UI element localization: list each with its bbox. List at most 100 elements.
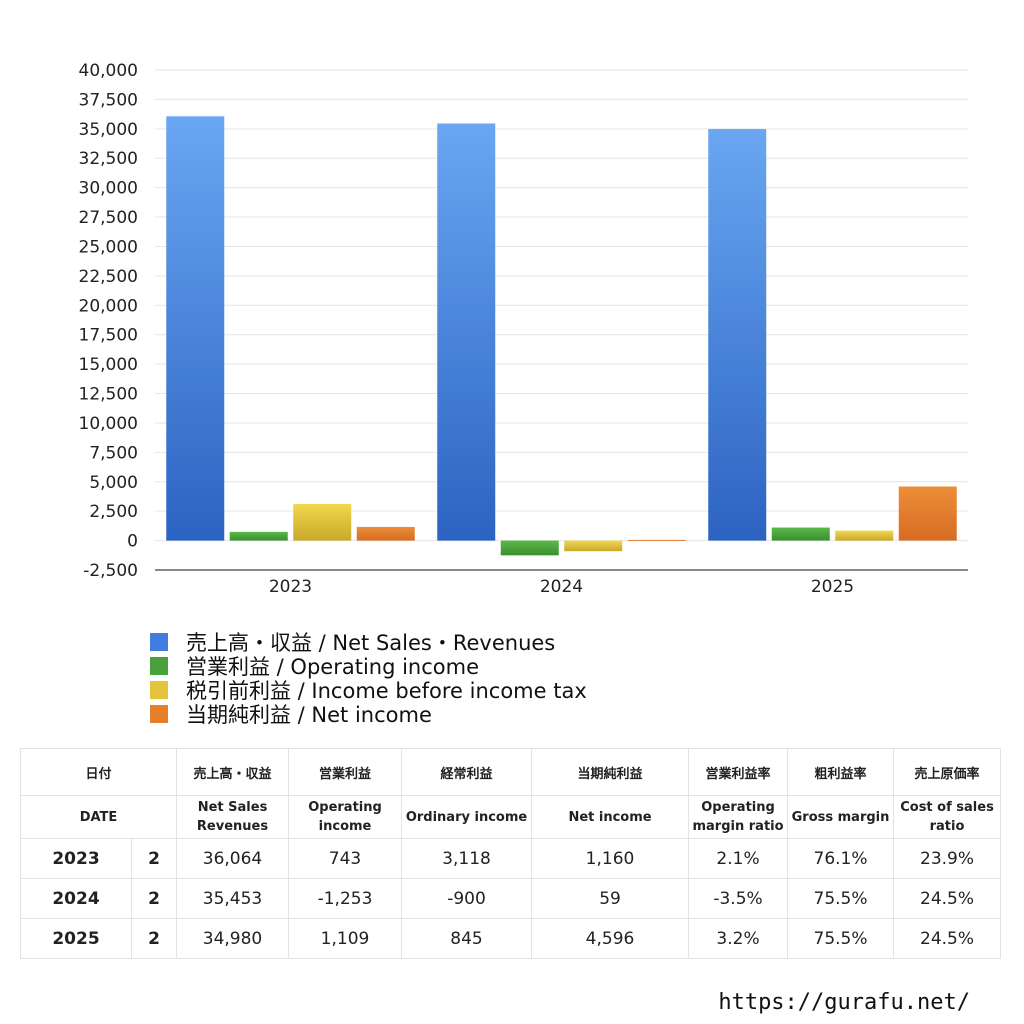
site-url: https://gurafu.net/ bbox=[718, 990, 970, 1015]
legend-label: 営業利益 / Operating income bbox=[186, 655, 480, 679]
cell-sales: 35,453 bbox=[176, 878, 290, 919]
header-ordinary-en: Ordinary income bbox=[401, 795, 533, 839]
header-operating-en: Operating income bbox=[288, 795, 403, 839]
y-tick-label: 30,000 bbox=[79, 179, 138, 199]
y-tick-label: 25,000 bbox=[79, 237, 138, 257]
table-row: 2023 2 36,064 743 3,118 1,160 2.1% 76.1%… bbox=[20, 838, 1002, 879]
y-tick-label: 5,000 bbox=[89, 473, 138, 493]
header-net-jp: 当期純利益 bbox=[531, 748, 690, 796]
x-category-label: 2025 bbox=[811, 577, 854, 597]
table-header-jp: 日付 売上高・収益 営業利益 経常利益 当期純利益 営業利益率 粗利益率 売上原… bbox=[19, 748, 1002, 796]
y-tick-label: 27,500 bbox=[79, 208, 138, 228]
x-axis-categories: 2023 2024 2025 bbox=[269, 577, 854, 597]
bar-chart: 40,000 37,500 35,000 32,500 30,000 27,500 25,0… bbox=[79, 61, 968, 597]
legend-swatch-net bbox=[150, 705, 168, 723]
header-operating-jp: 営業利益 bbox=[288, 748, 403, 796]
cell-net: 4,596 bbox=[531, 918, 690, 959]
y-axis-ticks: 40,000 37,500 35,000 32,500 30,000 27,500 25,0… bbox=[79, 61, 138, 581]
cell-gross: 75.5% bbox=[787, 918, 895, 959]
y-tick-label: 12,500 bbox=[79, 385, 138, 405]
financial-table: 日付 売上高・収益 営業利益 経常利益 当期純利益 営業利益率 粗利益率 売上原… bbox=[19, 748, 1002, 959]
bar-net-2023 bbox=[356, 526, 415, 541]
header-gross-en: Gross margin bbox=[787, 795, 895, 839]
y-tick-label: 15,000 bbox=[79, 355, 138, 375]
bar-operating-2024 bbox=[500, 540, 559, 556]
bar-net-2024 bbox=[627, 539, 686, 541]
bars bbox=[166, 116, 957, 556]
cell-operating: 743 bbox=[288, 838, 403, 879]
bar-pretax-2024 bbox=[564, 540, 623, 552]
header-op-margin-jp: 営業利益率 bbox=[688, 748, 789, 796]
legend-label: 税引前利益 / Income before income tax bbox=[186, 679, 587, 703]
x-category-label: 2023 bbox=[269, 577, 312, 597]
cell-year: 2024 bbox=[20, 878, 132, 919]
x-category-label: 2024 bbox=[540, 577, 583, 597]
header-ordinary-jp: 経常利益 bbox=[401, 748, 533, 796]
table-header-en: DATE Net Sales Revenues Operating income… bbox=[19, 795, 1002, 839]
y-tick-label: 35,000 bbox=[79, 120, 138, 140]
legend-item: 売上高・収益 / Net Sales・Revenues bbox=[150, 630, 587, 655]
cell-operating: -1,253 bbox=[288, 878, 403, 919]
cell-net: 59 bbox=[531, 878, 690, 919]
header-date-jp: 日付 bbox=[19, 748, 178, 796]
legend-label: 売上高・収益 / Net Sales・Revenues bbox=[186, 631, 556, 655]
cell-sales: 36,064 bbox=[176, 838, 290, 879]
cell-cost: 24.5% bbox=[893, 878, 1002, 919]
bar-operating-2023 bbox=[229, 531, 288, 541]
bar-operating-2025 bbox=[771, 527, 830, 541]
legend-swatch-pretax bbox=[150, 681, 168, 699]
y-tick-label: 22,500 bbox=[79, 267, 138, 287]
cell-op-margin: -3.5% bbox=[688, 878, 789, 919]
y-tick-label: 17,500 bbox=[79, 326, 138, 346]
cell-count: 2 bbox=[130, 838, 178, 879]
header-sales-en: Net Sales Revenues bbox=[176, 795, 290, 839]
y-tick-label: 37,500 bbox=[79, 90, 138, 110]
legend-label: 当期純利益 / Net income bbox=[186, 703, 432, 727]
y-tick-label: 40,000 bbox=[79, 61, 138, 81]
cell-operating: 1,109 bbox=[288, 918, 403, 959]
header-date-en: DATE bbox=[19, 795, 178, 839]
bar-pretax-2023 bbox=[293, 503, 352, 541]
y-tick-label: 7,500 bbox=[89, 443, 138, 463]
grid-lines bbox=[155, 69, 968, 542]
cell-count: 2 bbox=[130, 918, 178, 959]
cell-year: 2025 bbox=[20, 918, 132, 959]
cell-year: 2023 bbox=[20, 838, 132, 879]
cell-ordinary: 845 bbox=[401, 918, 533, 959]
y-tick-label: 20,000 bbox=[79, 296, 138, 316]
cell-gross: 76.1% bbox=[787, 838, 895, 879]
header-cost-jp: 売上原価率 bbox=[893, 748, 1002, 796]
cell-ordinary: 3,118 bbox=[401, 838, 533, 879]
y-tick-label: 2,500 bbox=[89, 502, 138, 522]
y-tick-label: -2,500 bbox=[83, 561, 138, 581]
cell-ordinary: -900 bbox=[401, 878, 533, 919]
header-cost-en: Cost of sales ratio bbox=[893, 795, 1002, 839]
legend: 売上高・収益 / Net Sales・Revenues 営業利益 / Opera… bbox=[150, 630, 587, 727]
legend-item: 営業利益 / Operating income bbox=[150, 654, 587, 679]
header-op-margin-en: Operating margin ratio bbox=[688, 795, 789, 839]
cell-op-margin: 3.2% bbox=[688, 918, 789, 959]
legend-item: 当期純利益 / Net income bbox=[150, 702, 587, 727]
bar-sales-2023 bbox=[166, 116, 225, 541]
table-row: 2025 2 34,980 1,109 845 4,596 3.2% 75.5%… bbox=[20, 918, 1002, 959]
y-tick-label: 32,500 bbox=[79, 149, 138, 169]
bar-sales-2025 bbox=[708, 129, 767, 541]
cell-op-margin: 2.1% bbox=[688, 838, 789, 879]
header-sales-jp: 売上高・収益 bbox=[176, 748, 290, 796]
cell-net: 1,160 bbox=[531, 838, 690, 879]
cell-gross: 75.5% bbox=[787, 878, 895, 919]
bar-net-2025 bbox=[898, 486, 957, 541]
y-tick-label: 0 bbox=[127, 532, 138, 552]
bar-sales-2024 bbox=[437, 123, 496, 541]
cell-sales: 34,980 bbox=[176, 918, 290, 959]
cell-count: 2 bbox=[130, 878, 178, 919]
y-tick-label: 10,000 bbox=[79, 414, 138, 434]
legend-swatch-operating bbox=[150, 657, 168, 675]
legend-swatch-sales bbox=[150, 633, 168, 651]
header-net-en: Net income bbox=[531, 795, 690, 839]
bar-pretax-2025 bbox=[835, 530, 894, 541]
header-gross-jp: 粗利益率 bbox=[787, 748, 895, 796]
cell-cost: 23.9% bbox=[893, 838, 1002, 879]
cell-cost: 24.5% bbox=[893, 918, 1002, 959]
legend-item: 税引前利益 / Income before income tax bbox=[150, 678, 587, 703]
